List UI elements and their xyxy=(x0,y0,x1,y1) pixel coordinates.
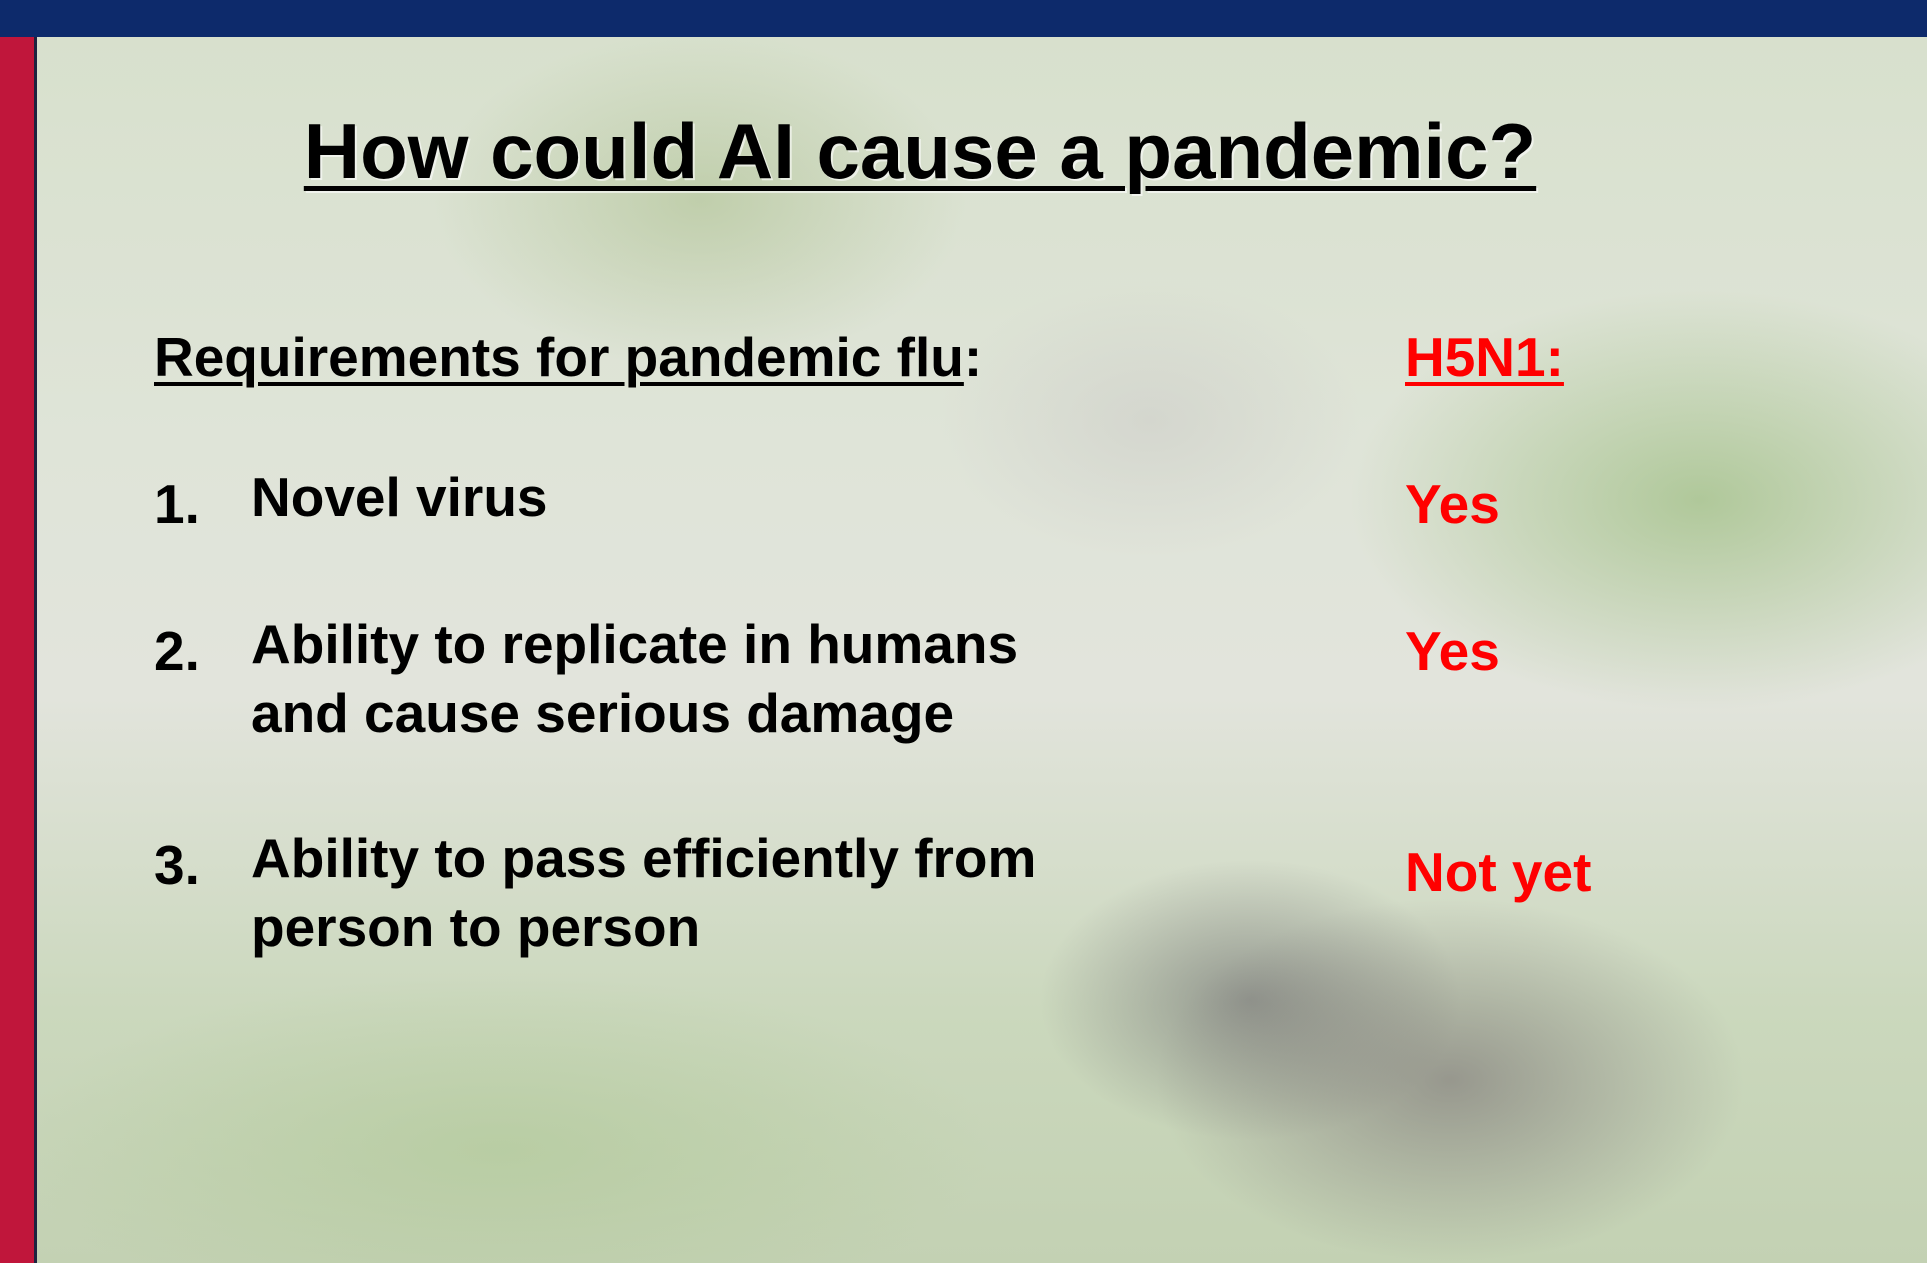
item-answer: Yes xyxy=(1405,624,1500,679)
item-line: person to person xyxy=(251,893,1036,962)
item-number: 2. xyxy=(154,624,200,679)
item-number: 1. xyxy=(154,477,200,532)
slide-title: How could AI cause a pandemic? xyxy=(0,112,1840,190)
requirements-header: Requirements for pandemic flu: xyxy=(154,330,982,385)
slide: How could AI cause a pandemic? Requireme… xyxy=(0,0,1927,1263)
item-line: and cause serious damage xyxy=(251,679,1018,748)
item-line: Ability to replicate in humans xyxy=(251,610,1018,679)
item-text: Novel virus xyxy=(251,463,548,532)
item-answer: Yes xyxy=(1405,477,1500,532)
item-line: Novel virus xyxy=(251,463,548,532)
h5n1-header: H5N1: xyxy=(1405,330,1564,385)
item-line: Ability to pass efficiently from xyxy=(251,824,1036,893)
requirements-header-suffix: : xyxy=(964,326,982,388)
side-bar xyxy=(0,37,37,1263)
top-bar xyxy=(0,0,1927,37)
item-number: 3. xyxy=(154,838,200,893)
requirements-header-text: Requirements for pandemic flu xyxy=(154,326,964,388)
item-answer: Not yet xyxy=(1405,845,1591,900)
